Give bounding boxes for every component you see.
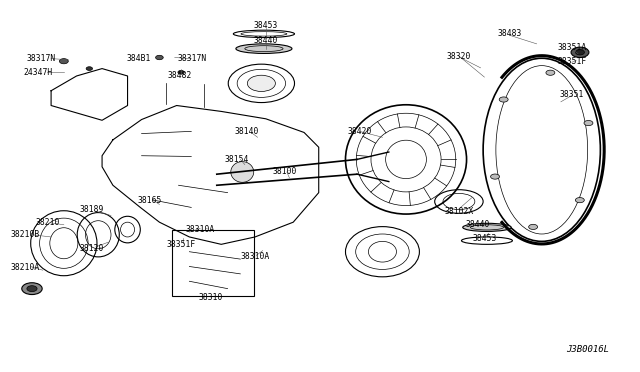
Text: 38310A: 38310A bbox=[241, 252, 269, 262]
Text: 38120: 38120 bbox=[80, 244, 104, 253]
Text: 38210: 38210 bbox=[35, 218, 60, 227]
Text: 38351A: 38351A bbox=[557, 43, 586, 52]
Ellipse shape bbox=[236, 44, 292, 54]
Text: 38351F: 38351F bbox=[557, 57, 586, 66]
Ellipse shape bbox=[463, 223, 511, 231]
Text: 38440: 38440 bbox=[466, 220, 490, 229]
Circle shape bbox=[22, 283, 42, 295]
Ellipse shape bbox=[247, 75, 275, 92]
Text: 38351F: 38351F bbox=[166, 240, 196, 249]
Text: 38189: 38189 bbox=[80, 205, 104, 215]
Circle shape bbox=[178, 70, 184, 74]
Circle shape bbox=[86, 67, 93, 70]
Text: J3B0016L: J3B0016L bbox=[566, 345, 609, 354]
Text: 38310A: 38310A bbox=[186, 225, 215, 234]
Circle shape bbox=[529, 224, 538, 230]
Text: 38453: 38453 bbox=[253, 21, 278, 30]
Text: 38483: 38483 bbox=[498, 29, 522, 38]
Text: 38482: 38482 bbox=[168, 71, 192, 80]
Text: 24347H: 24347H bbox=[24, 68, 53, 77]
Text: 38310: 38310 bbox=[198, 293, 223, 302]
Circle shape bbox=[491, 174, 499, 179]
Circle shape bbox=[499, 97, 508, 102]
Text: 38165: 38165 bbox=[137, 196, 161, 205]
Text: 38351: 38351 bbox=[559, 90, 584, 99]
Text: 38320: 38320 bbox=[447, 52, 471, 61]
Text: 38317N: 38317N bbox=[26, 54, 56, 63]
Text: 38100: 38100 bbox=[273, 167, 297, 176]
Circle shape bbox=[60, 59, 68, 64]
Text: 38210B: 38210B bbox=[11, 230, 40, 239]
Circle shape bbox=[546, 70, 555, 75]
Text: 38420: 38420 bbox=[348, 127, 372, 136]
Circle shape bbox=[571, 47, 589, 58]
Text: 38317N: 38317N bbox=[178, 54, 207, 63]
Circle shape bbox=[584, 121, 593, 126]
Circle shape bbox=[575, 50, 584, 55]
Text: 38440: 38440 bbox=[253, 36, 278, 45]
Ellipse shape bbox=[231, 161, 253, 182]
Text: 38102X: 38102X bbox=[444, 206, 474, 216]
Text: 384B1: 384B1 bbox=[126, 54, 150, 63]
Circle shape bbox=[156, 55, 163, 60]
Circle shape bbox=[27, 286, 37, 292]
Circle shape bbox=[575, 198, 584, 203]
Text: 38154: 38154 bbox=[225, 155, 250, 164]
Text: 38210A: 38210A bbox=[11, 263, 40, 272]
Text: 38140: 38140 bbox=[234, 127, 259, 136]
Text: 38453: 38453 bbox=[472, 234, 497, 243]
